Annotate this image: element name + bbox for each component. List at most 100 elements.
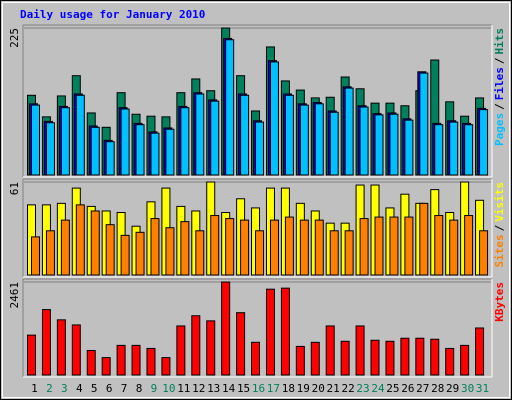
legend-entry: Hits [493, 28, 506, 55]
x-tick-label: 10 [162, 382, 175, 395]
bar [210, 215, 220, 276]
bar [236, 312, 246, 376]
x-tick-label: 20 [312, 382, 325, 395]
bar [27, 334, 36, 376]
bar [176, 325, 186, 376]
x-tick-label: 16 [252, 382, 265, 395]
bar [269, 61, 279, 176]
legend: KBytes [493, 282, 506, 322]
bar [221, 281, 231, 376]
bar [75, 94, 85, 176]
bar [31, 104, 40, 176]
bar [255, 121, 265, 176]
bar [60, 219, 70, 276]
bar [165, 128, 175, 176]
bar [389, 216, 399, 276]
x-tick-label: 31 [476, 382, 489, 395]
bar [344, 87, 354, 176]
bar [295, 345, 305, 376]
x-tick-label: 29 [446, 382, 459, 395]
bar [206, 320, 216, 376]
bar [195, 93, 205, 176]
y-tick-label: 61 [8, 182, 21, 195]
bar [45, 230, 55, 276]
x-tick-label: 17 [267, 382, 280, 395]
bar [146, 347, 156, 376]
bar [314, 219, 324, 276]
bar [71, 324, 81, 376]
x-tick-label: 8 [136, 382, 143, 395]
bar [445, 347, 455, 376]
bar [284, 216, 294, 276]
x-tick-label: 24 [371, 382, 385, 395]
legend-entry: Pages [493, 113, 506, 146]
bar [210, 100, 220, 176]
bar [265, 288, 275, 376]
bar [479, 109, 489, 176]
bar [434, 124, 444, 176]
bar [150, 132, 160, 176]
bar [116, 344, 126, 376]
bar [449, 219, 459, 276]
bar [56, 319, 66, 376]
bar [120, 234, 130, 276]
bar [280, 287, 290, 376]
chart-title: Daily usage for January 2010 [20, 8, 205, 21]
x-tick-label: 23 [356, 382, 369, 395]
bar [329, 230, 339, 276]
x-tick-label: 3 [61, 382, 68, 395]
bar [400, 337, 410, 376]
bar [475, 327, 485, 376]
x-tick-label: 9 [151, 382, 158, 395]
x-tick-label: 13 [207, 382, 220, 395]
bar [60, 107, 70, 176]
legend-entry: KBytes [493, 282, 506, 322]
bar [105, 224, 115, 276]
bar [359, 218, 369, 276]
bar [131, 344, 141, 376]
bar [370, 339, 380, 376]
bar [344, 230, 354, 276]
bar [464, 124, 474, 176]
bar [180, 221, 190, 276]
bar [449, 121, 459, 176]
legend: Pages / Files / Hits [493, 28, 506, 146]
bar [355, 325, 365, 376]
x-tick-label: 21 [327, 382, 340, 395]
legend-entry: Sites [493, 234, 506, 267]
x-tick-label: 7 [121, 382, 128, 395]
legend-entry: Files [493, 67, 506, 100]
bar [31, 236, 40, 276]
x-tick-label: 19 [297, 382, 310, 395]
bar [434, 215, 444, 276]
bar [419, 202, 429, 276]
bar [105, 141, 115, 176]
bar [389, 113, 399, 176]
y-tick-label: 2461 [8, 282, 21, 309]
bar [479, 230, 489, 276]
bar [460, 344, 470, 376]
bar [404, 119, 414, 176]
bar [385, 340, 395, 376]
bar [430, 338, 440, 376]
bar [359, 106, 369, 176]
bar [180, 107, 190, 176]
x-tick-label: 5 [91, 382, 98, 395]
bar [314, 103, 324, 176]
x-tick-label: 6 [106, 382, 113, 395]
bar [419, 72, 429, 176]
bar [299, 219, 309, 276]
bar [284, 94, 294, 176]
bar [240, 94, 250, 176]
x-tick-label: 27 [416, 382, 429, 395]
bar [90, 126, 100, 176]
bar [191, 315, 201, 376]
bar [374, 114, 384, 176]
x-tick-label: 12 [192, 382, 205, 395]
bar [269, 219, 279, 276]
x-tick-label: 25 [386, 382, 399, 395]
x-tick-label: 1 [31, 382, 38, 395]
